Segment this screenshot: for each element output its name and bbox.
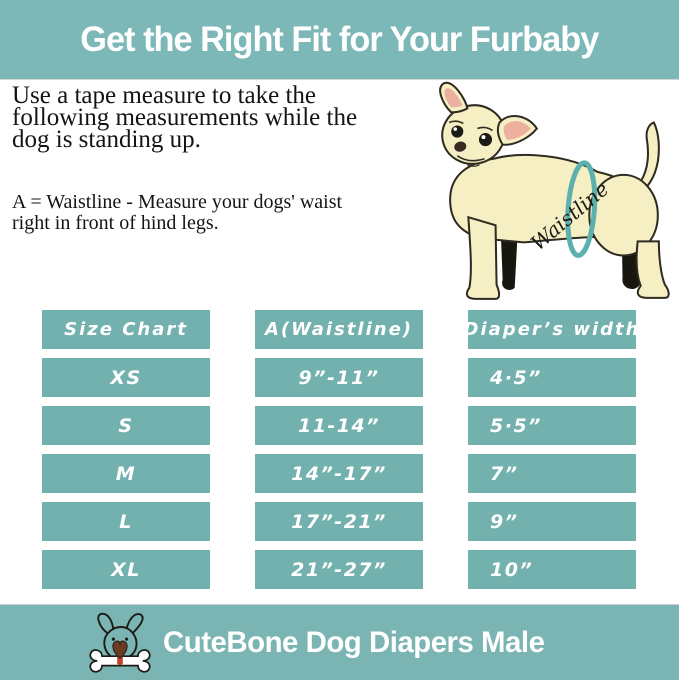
brand-name: CuteBone Dog Diapers Male — [163, 625, 545, 659]
size-cell: S — [42, 406, 210, 445]
column-header-width: Diaper’s width — [464, 310, 638, 349]
logo-head — [103, 626, 138, 661]
dog-nose — [454, 141, 467, 152]
width-cell: 9” — [468, 502, 636, 541]
waistline-definition: A = Waistline - Measure your dogs' waist… — [12, 192, 342, 234]
size-cell: XL — [42, 550, 210, 589]
logo-right-eye — [125, 637, 129, 641]
dog-illustration: Waistline — [423, 78, 679, 302]
dog-back-leg — [635, 240, 670, 299]
dog-chin — [467, 164, 480, 167]
column-header-size: Size Chart — [42, 310, 210, 349]
size-cell: XS — [42, 358, 210, 397]
dog-right-eye-glint — [481, 135, 486, 140]
chihuahua-drawing: Waistline — [439, 81, 670, 300]
dog-with-bone-icon — [86, 609, 154, 680]
dog-front-leg — [465, 215, 501, 300]
dog-right-ear-inner — [503, 121, 531, 140]
page-title: Get the Right Fit for Your Furbaby — [80, 19, 599, 59]
dog-right-eye — [478, 133, 493, 147]
waist-cell: 14”-17” — [255, 454, 423, 493]
dog-left-eye-glint — [453, 127, 458, 131]
waist-cell: 21”-27” — [255, 550, 423, 589]
instruction-line: following measurements while the — [12, 104, 358, 131]
column-header-waistline: A(Waistline) — [255, 310, 423, 349]
logo-right-ear — [125, 613, 144, 635]
logo-heart-nose — [112, 640, 128, 659]
logo-tongue — [117, 656, 123, 666]
size-cell: M — [42, 454, 210, 493]
width-cell: 5·5” — [468, 406, 636, 445]
size-chart-table: Size Chart A(Waistline) Diaper’s width X… — [42, 310, 638, 589]
instruction-line: right in front of hind legs. — [12, 212, 219, 234]
title-banner: Get the Right Fit for Your Furbaby — [0, 0, 679, 80]
instruction-line: Use a tape measure to take the — [12, 82, 317, 109]
width-cell: 10” — [468, 550, 636, 589]
dog-left-eye — [451, 125, 464, 138]
instruction-line: dog is standing up. — [12, 126, 201, 153]
brand-banner: CuteBone Dog Diapers Male — [0, 604, 679, 680]
logo-left-ear — [97, 612, 115, 635]
far-front-leg — [500, 227, 518, 290]
size-cell: L — [42, 502, 210, 541]
dog-right-brow — [477, 126, 494, 132]
measure-instructions: Use a tape measure to take the following… — [12, 82, 358, 153]
dog-left-brow — [448, 120, 464, 125]
dog-thigh — [588, 173, 659, 257]
dog-mouth — [456, 155, 485, 162]
waist-cell: 17”-21” — [255, 502, 423, 541]
waist-cell: 9”-11” — [255, 358, 423, 397]
logo-left-eye — [111, 637, 115, 641]
waist-cell: 11-14” — [255, 406, 423, 445]
instruction-line: A = Waistline - Measure your dogs' waist — [12, 191, 343, 213]
width-cell: 4·5” — [468, 358, 636, 397]
dog-left-ear-inner — [444, 88, 463, 108]
width-cell: 7” — [468, 454, 636, 493]
tape-measure — [565, 160, 598, 258]
